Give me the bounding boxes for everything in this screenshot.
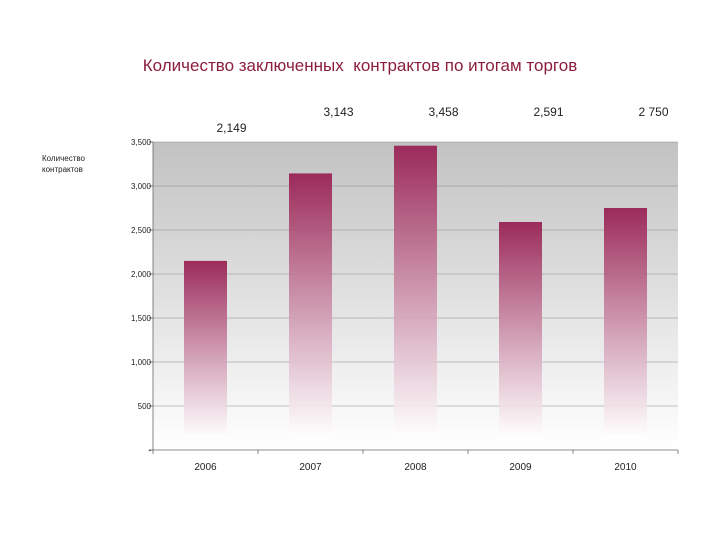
y-tick-label: 1,000 xyxy=(131,358,152,367)
x-tick-label: 2009 xyxy=(509,462,532,473)
data-label: 3,458 xyxy=(428,105,458,119)
bar-2007 xyxy=(289,173,332,438)
labels: 2006 2,149 2007 3,143 2008 3,458 2009 2,591 2010… xyxy=(42,105,669,473)
y-tick-label: - xyxy=(148,446,151,455)
x-tick-label: 2008 xyxy=(404,462,427,473)
y-tick-label: 1,500 xyxy=(131,314,152,323)
data-label: 2 750 xyxy=(638,105,668,119)
bar-2008 xyxy=(394,145,437,439)
bar-2009 xyxy=(499,221,542,438)
y-tick-label: 2,000 xyxy=(131,270,152,279)
y-tick-label: 500 xyxy=(138,402,152,411)
data-label: 2,149 xyxy=(216,121,246,135)
y-tick-label: 2,500 xyxy=(131,226,152,235)
y-tick-label: 3,500 xyxy=(131,138,152,147)
bar-2006 xyxy=(184,260,227,438)
data-label: 2,591 xyxy=(533,105,563,119)
y-axis-label: Количество xyxy=(42,154,86,163)
y-tick-label: 3,000 xyxy=(131,182,152,191)
bar-2010 xyxy=(604,208,647,438)
y-axis-label: контрактов xyxy=(42,165,83,174)
x-tick-label: 2007 xyxy=(299,462,322,473)
x-tick-label: 2010 xyxy=(614,462,637,473)
chart-title: Количество заключенных контрактов по ито… xyxy=(142,56,578,75)
data-label: 3,143 xyxy=(323,105,353,119)
axes: - 500 1,000 1,500 2,000 2,500 3,000 3,500 xyxy=(131,138,679,455)
x-tick-label: 2006 xyxy=(194,462,217,473)
bars xyxy=(184,145,647,439)
